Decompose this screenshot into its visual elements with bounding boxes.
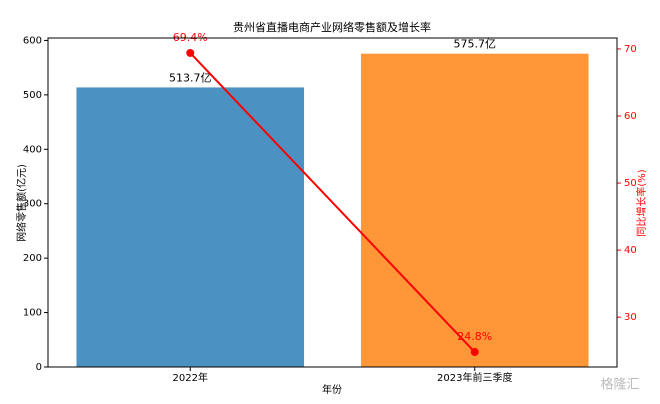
y-tick-label: 100: [23, 308, 42, 319]
y2-axis-label: 同比增长率(%): [635, 169, 648, 236]
y-tick-label: 300: [23, 199, 42, 210]
growth-point: [470, 348, 479, 357]
y2-tick-label: 60: [624, 111, 637, 122]
y-tick-label: 500: [23, 90, 42, 101]
bar-value-label: 575.7亿: [454, 38, 497, 51]
growth-point: [186, 48, 195, 57]
y-tick-label: 400: [23, 144, 42, 155]
y-axis-label: 网络零售额(亿元): [15, 164, 28, 242]
chart-title: 贵州省直播电商产业网络零售额及增长率: [233, 20, 431, 34]
y-tick-label: 0: [36, 362, 42, 373]
y-tick-label: 200: [23, 253, 42, 264]
bar: [76, 87, 305, 367]
x-tick-label: 2023年前三季度: [437, 371, 512, 384]
x-axis-label: 年份: [322, 383, 342, 396]
x-tick-label: 2022年: [173, 371, 208, 384]
watermark: 格隆汇: [600, 377, 639, 393]
plot-frame: [47, 37, 618, 368]
y2-tick-label: 30: [624, 312, 637, 323]
bar-value-label: 513.7亿: [169, 71, 212, 84]
growth-line: [189, 52, 476, 353]
growth-value-label: 24.8%: [457, 330, 492, 343]
y2-tick-label: 70: [624, 44, 637, 55]
bar: [360, 53, 589, 368]
growth-value-label: 69.4%: [173, 31, 208, 44]
y-tick-label: 600: [23, 35, 42, 46]
y2-tick-label: 40: [624, 245, 637, 256]
y2-tick-label: 50: [624, 178, 637, 189]
